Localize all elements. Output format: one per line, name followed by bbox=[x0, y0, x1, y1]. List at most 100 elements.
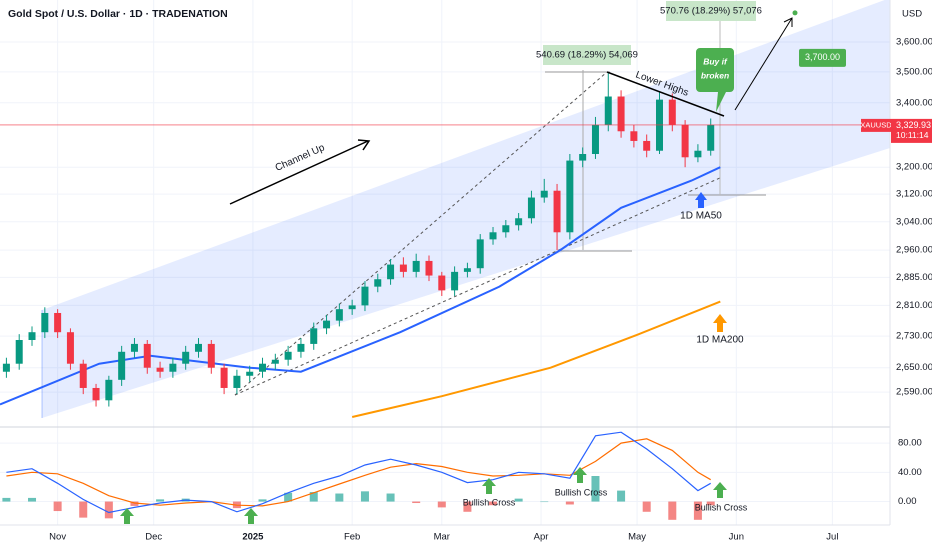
y-tick-label: 2,810.00 bbox=[896, 300, 932, 311]
histogram-bar bbox=[156, 499, 165, 502]
candle-body bbox=[591, 124, 599, 155]
moving-average bbox=[0, 166, 721, 406]
price-label: 3,329.93 bbox=[896, 120, 931, 130]
candle-body bbox=[169, 363, 177, 372]
candle-body bbox=[207, 343, 215, 368]
candle-body bbox=[284, 351, 292, 360]
macd-line bbox=[6, 431, 711, 514]
candle-body bbox=[233, 375, 241, 388]
candle-body bbox=[374, 279, 382, 287]
arrow-up bbox=[713, 314, 727, 332]
histogram-bar bbox=[335, 493, 344, 502]
candle-body bbox=[335, 309, 343, 321]
candle-body bbox=[425, 260, 433, 276]
signal-line bbox=[6, 438, 712, 507]
x-tick-label: Jun bbox=[729, 532, 744, 543]
histogram-bar bbox=[668, 501, 677, 520]
y-tick-label: 3,040.00 bbox=[896, 216, 932, 227]
annotation: Bullish Cross bbox=[555, 487, 608, 497]
candle-body bbox=[15, 339, 23, 364]
annotation: Bullish Cross bbox=[463, 497, 516, 507]
target-point bbox=[792, 10, 798, 16]
candle-body bbox=[540, 190, 548, 198]
candle-body bbox=[438, 275, 446, 291]
y-tick-label: 2,885.00 bbox=[896, 272, 932, 283]
candle-body bbox=[259, 363, 267, 372]
candle-body bbox=[527, 197, 535, 219]
histogram-bar bbox=[412, 501, 421, 504]
histogram-bar bbox=[258, 499, 267, 502]
y-tick-label: 2,590.00 bbox=[896, 387, 932, 398]
candle-body bbox=[566, 160, 574, 233]
candle-body bbox=[463, 268, 471, 272]
histogram-bar bbox=[360, 491, 369, 502]
x-tick-label: Nov bbox=[49, 532, 66, 543]
callout-text: broken bbox=[701, 70, 729, 80]
candle-body bbox=[323, 320, 331, 329]
x-tick-label: Feb bbox=[344, 532, 360, 543]
callout-text: Buy if bbox=[703, 56, 728, 66]
measure-box bbox=[543, 45, 631, 65]
candle-body bbox=[387, 264, 395, 280]
arrow-up bbox=[573, 467, 587, 483]
candle-body bbox=[194, 343, 202, 352]
candle-body bbox=[361, 286, 369, 306]
x-tick-label: Jul bbox=[826, 532, 838, 543]
price-pane: 3,700.00 bbox=[0, 10, 890, 418]
candle-body bbox=[156, 367, 164, 372]
price-badge bbox=[891, 118, 932, 143]
y-tick-label: 2,650.00 bbox=[896, 362, 932, 373]
histogram-bar bbox=[104, 501, 113, 519]
x-tick-label: May bbox=[628, 532, 646, 543]
histogram-bar bbox=[565, 501, 574, 505]
y-tick-label: 2,960.00 bbox=[896, 245, 932, 256]
callout bbox=[696, 48, 734, 112]
symbol-label: XAUUSD bbox=[860, 120, 892, 129]
candle-body bbox=[694, 150, 702, 158]
y-tick-label: 3,200.00 bbox=[896, 162, 932, 173]
target-box bbox=[799, 48, 846, 67]
candle-body bbox=[515, 218, 523, 226]
arrow bbox=[229, 140, 369, 205]
moving-average bbox=[351, 300, 721, 418]
x-tick-label: Mar bbox=[434, 532, 450, 543]
y-tick-label: 40.00 bbox=[898, 467, 922, 478]
candle-body bbox=[617, 96, 625, 132]
target-label: 3,700.00 bbox=[805, 52, 840, 62]
arrow bbox=[734, 17, 793, 111]
y-tick-label: 3,600.00 bbox=[896, 36, 932, 47]
candle-body bbox=[182, 351, 190, 364]
currency: USD bbox=[902, 9, 922, 20]
measure-box bbox=[666, 1, 756, 21]
candle-body bbox=[630, 131, 638, 141]
candle-body bbox=[451, 271, 459, 291]
candle-body bbox=[28, 332, 36, 340]
histogram-bar bbox=[591, 476, 600, 502]
macd-pane bbox=[2, 431, 715, 520]
candle-body bbox=[271, 359, 279, 364]
histogram-bar bbox=[386, 493, 395, 502]
y-tick-label: 0.00 bbox=[898, 496, 917, 507]
candle-body bbox=[54, 312, 62, 333]
candle-body bbox=[553, 190, 561, 233]
dashed-trend bbox=[234, 71, 608, 396]
candle-body bbox=[412, 260, 420, 272]
candle-body bbox=[310, 328, 318, 344]
candle-body bbox=[707, 124, 715, 151]
symbol-badge bbox=[861, 118, 891, 132]
histogram-bar bbox=[540, 501, 549, 503]
candle-body bbox=[579, 154, 587, 161]
candle-body bbox=[143, 343, 151, 368]
histogram-bar bbox=[437, 501, 446, 508]
candle-body bbox=[348, 305, 356, 310]
y-tick-label: 3,400.00 bbox=[896, 97, 932, 108]
candle-body bbox=[668, 99, 676, 125]
candle-body bbox=[118, 351, 126, 380]
axis-bg bbox=[890, 0, 932, 550]
annotation: 1D MA50 bbox=[680, 211, 722, 222]
lower-highs-line bbox=[606, 71, 725, 117]
measure-label: 570.76 (18.29%) 57,076 bbox=[660, 6, 762, 17]
candle-body bbox=[66, 332, 74, 364]
x-tick-label: Apr bbox=[534, 532, 549, 543]
